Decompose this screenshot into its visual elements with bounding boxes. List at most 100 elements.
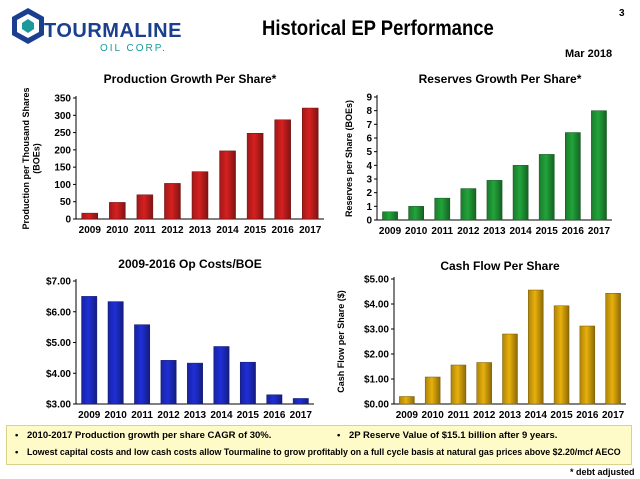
production-category-label: 2015 <box>244 225 267 236</box>
reserves-ytick-label: 9 <box>366 93 372 104</box>
cashflow-category-label: 2011 <box>448 410 470 421</box>
logo-gem-icon <box>12 8 44 44</box>
report-date: Mar 2018 <box>565 48 613 60</box>
production-ytick-label: 100 <box>54 180 71 191</box>
reserves-bar <box>460 188 477 221</box>
costs-category-label: 2017 <box>290 410 313 421</box>
cashflow-category-label: 2009 <box>396 410 419 421</box>
reserves-bar <box>382 211 398 221</box>
costs-category-label: 2014 <box>210 410 233 421</box>
production-ytick-label: 250 <box>54 128 71 139</box>
production-bar <box>274 119 291 220</box>
costs-category-label: 2011 <box>131 410 153 421</box>
cashflow-ytick-label: $3.00 <box>364 325 389 336</box>
production-bar <box>246 133 264 220</box>
production-ytick-label: 300 <box>54 111 71 122</box>
reserves-category-label: 2016 <box>562 226 585 237</box>
costs-category-label: 2016 <box>263 410 286 421</box>
costs-ytick-label: $6.00 <box>46 307 71 318</box>
reserves-bar <box>512 165 529 221</box>
cashflow-ytick-label: $2.00 <box>364 350 389 361</box>
reserves-category-label: 2017 <box>588 226 611 237</box>
company-logo: TOURMALINE OIL CORP. <box>8 6 193 56</box>
reserves-ytick-label: 6 <box>366 134 372 145</box>
production-category-label: 2013 <box>189 225 212 236</box>
costs-category-label: 2010 <box>105 410 128 421</box>
costs-category-label: 2015 <box>237 410 260 421</box>
production-ytick-label: 0 <box>65 215 71 226</box>
reserves-bar <box>538 154 555 221</box>
cashflow-y-axis-label: Cash Flow per Share ($) <box>336 290 346 393</box>
summary-bullet-2: • 2P Reserve Value of $15.1 billion afte… <box>337 430 557 441</box>
summary-bullet-1: • 2010-2017 Production growth per share … <box>15 430 271 441</box>
summary-box: • 2010-2017 Production growth per share … <box>6 425 632 465</box>
costs-category-label: 2012 <box>157 410 180 421</box>
costs-bar <box>213 346 230 405</box>
reserves-ytick-label: 7 <box>366 120 372 131</box>
bullet-glyph: • <box>337 430 341 441</box>
summary-text-1: 2010-2017 Production growth per share CA… <box>26 430 272 441</box>
reserves-category-label: 2009 <box>379 226 402 237</box>
reserves-chart-title: Reserves Growth Per Share* <box>418 72 582 86</box>
production-bar <box>301 107 319 220</box>
costs-category-label: 2009 <box>78 410 101 421</box>
summary-text-2: 2P Reserve Value of $15.1 billion after … <box>348 430 558 441</box>
cashflow-bar <box>502 333 518 405</box>
reserves-bar <box>486 180 503 221</box>
cashflow-bar <box>450 364 467 405</box>
summary-bullet-3: • Lowest capital costs and low cash cost… <box>15 447 640 458</box>
production-category-label: 2017 <box>299 225 322 236</box>
cashflow-category-label: 2013 <box>499 410 522 421</box>
summary-text-3: Lowest capital costs and low cash costs … <box>26 447 621 458</box>
production-ytick-label: 350 <box>54 94 71 105</box>
cashflow-category-label: 2012 <box>473 410 496 421</box>
production-bar <box>136 194 154 220</box>
reserves-ytick-label: 4 <box>366 161 372 172</box>
cashflow-bar <box>579 325 596 405</box>
costs-bar <box>266 394 283 405</box>
production-bar <box>109 202 126 220</box>
reserves-bar <box>565 132 581 221</box>
page-title: Historical EP Performance <box>262 17 494 40</box>
logo-subtitle: OIL CORP. <box>100 43 167 54</box>
production-y-axis-label: Production per Thousand Shares(BOEs) <box>21 88 41 230</box>
cashflow-bar <box>399 396 415 405</box>
production-chart-title: Production Growth Per Share* <box>103 72 277 86</box>
reserves-category-label: 2011 <box>431 226 453 237</box>
costs-bar <box>134 324 151 405</box>
bullet-glyph: • <box>15 430 19 441</box>
reserves-bar <box>408 206 424 221</box>
production-bar <box>219 150 236 220</box>
costs-category-label: 2013 <box>184 410 207 421</box>
costs-bar <box>107 301 124 405</box>
reserves-category-label: 2012 <box>457 226 480 237</box>
reserves-ytick-label: 8 <box>366 106 372 117</box>
cashflow-ytick-label: $4.00 <box>364 300 389 311</box>
costs-ytick-label: $7.00 <box>46 277 71 288</box>
reserves-ytick-label: 0 <box>366 216 372 227</box>
cashflow-bar <box>605 293 621 405</box>
costs-ytick-label: $4.00 <box>46 369 71 380</box>
production-growth-chart: 0 50 100 150 200 250 300 350 2009 2010 2011 2012 201… <box>21 88 324 236</box>
production-ytick-label: 150 <box>54 163 71 174</box>
reserves-category-label: 2013 <box>483 226 506 237</box>
reserves-ytick-label: 2 <box>366 188 372 199</box>
reserves-category-label: 2015 <box>536 226 559 237</box>
bullet-glyph: • <box>15 447 19 458</box>
footnote: * debt adjusted <box>570 467 635 477</box>
costs-bar <box>160 360 177 405</box>
cashflow-bar <box>528 289 544 405</box>
reserves-category-label: 2014 <box>509 226 532 237</box>
costs-bar <box>187 362 203 405</box>
page-number: 3 <box>619 8 625 19</box>
cashflow-ytick-label: $0.00 <box>364 400 389 411</box>
cashflow-bar <box>476 362 492 405</box>
reserves-ytick-label: 5 <box>366 147 372 158</box>
op-costs-chart: $3.00 $4.00 $5.00 $6.00 $7.00 2009 2010 2011 201… <box>46 277 314 421</box>
costs-bar <box>292 398 309 405</box>
production-category-label: 2011 <box>134 225 156 236</box>
production-category-label: 2014 <box>216 225 239 236</box>
production-bar <box>164 183 181 220</box>
reserves-bar <box>434 197 451 221</box>
